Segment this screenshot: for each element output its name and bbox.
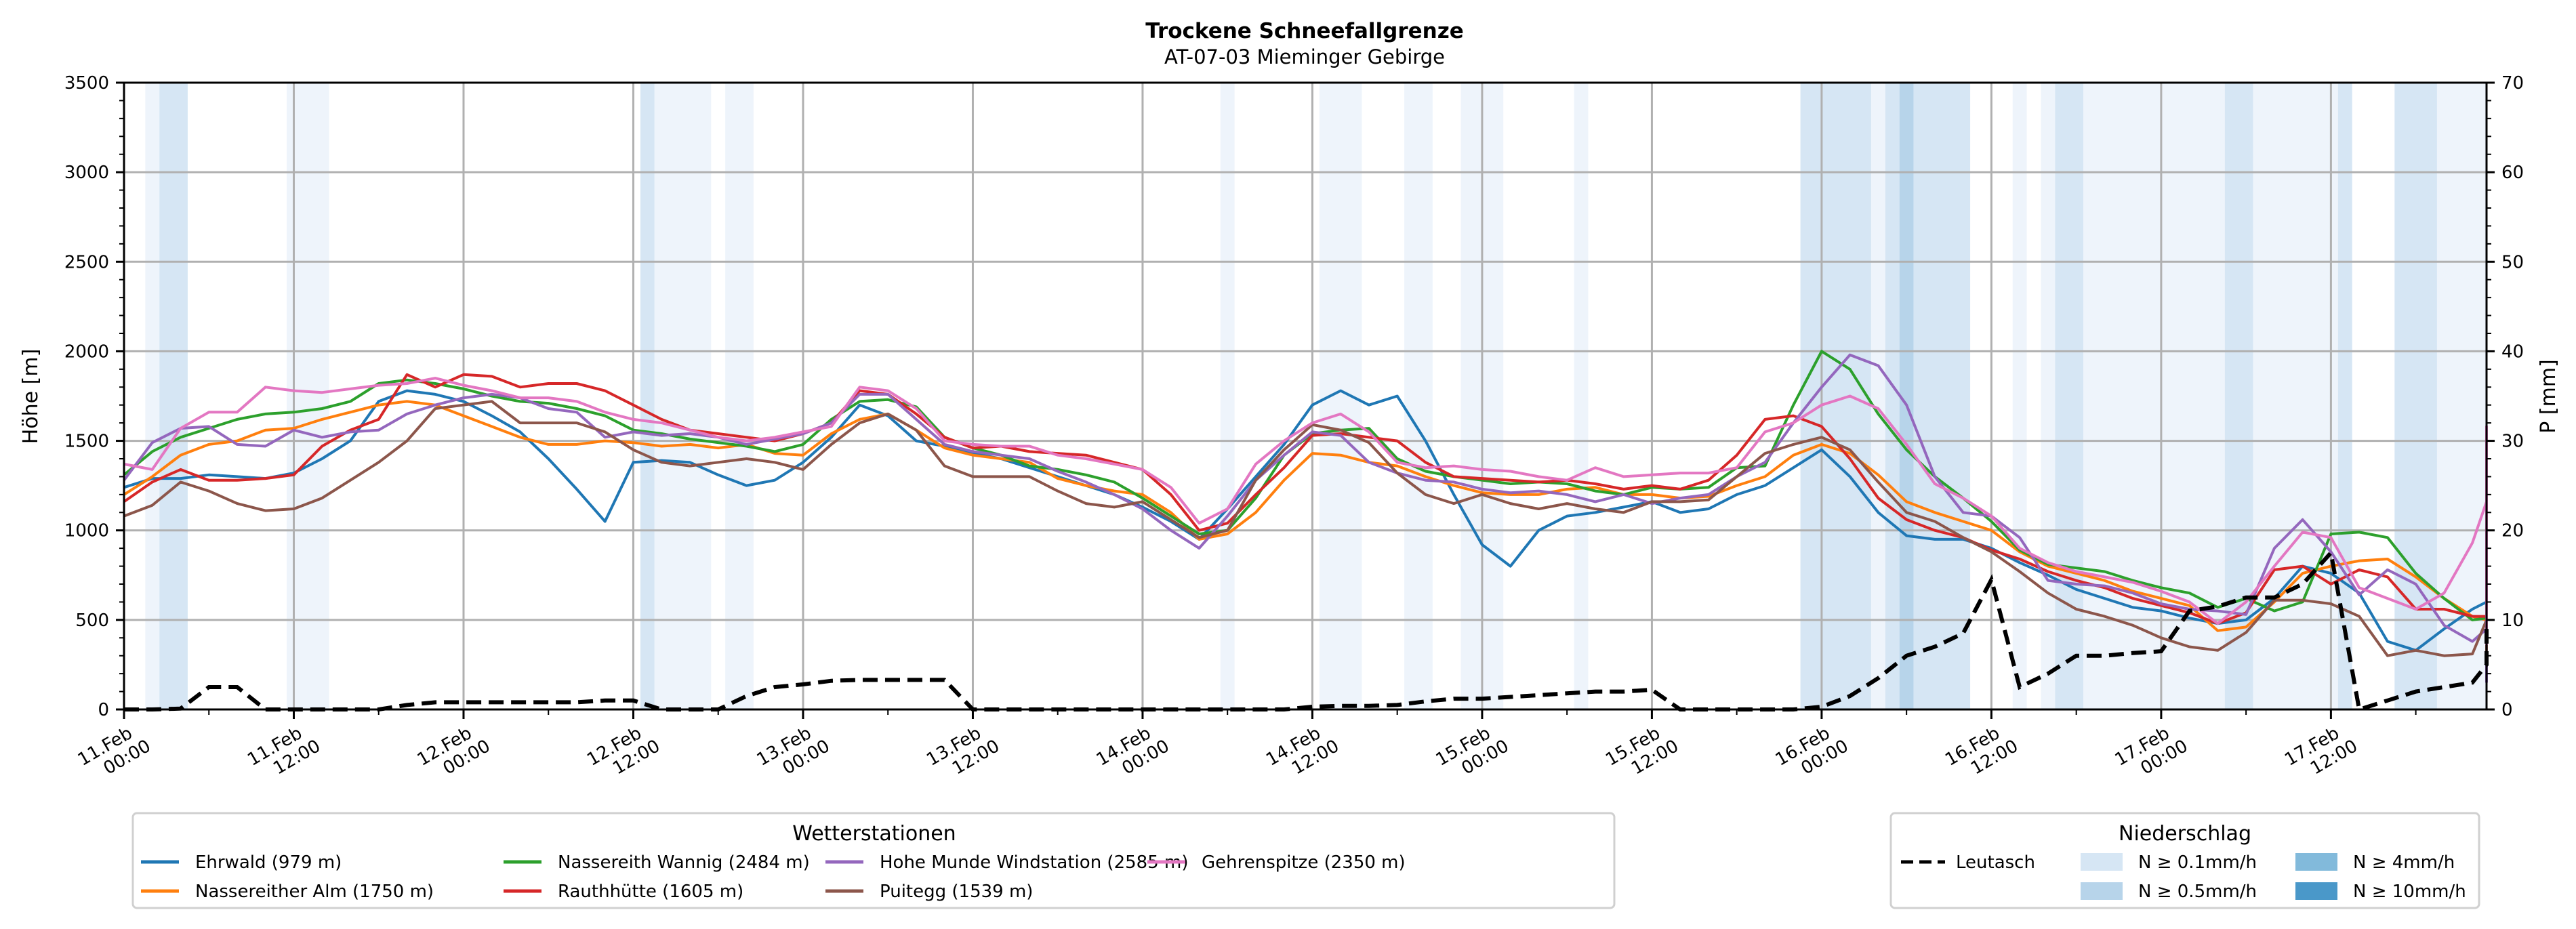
legend-precip-label: N ≥ 0.5mm/h — [2138, 882, 2257, 902]
precip-band — [1885, 83, 1900, 709]
y2-tick-label: 50 — [2501, 252, 2524, 272]
legend-precip-swatch — [2081, 882, 2123, 900]
legend-stations: Wetterstationen Ehrwald (979 m) Nassereit… — [131, 812, 1616, 909]
precip-band — [2394, 83, 2437, 709]
legend-leutasch-label: Leutasch — [1956, 852, 2035, 873]
precip-band — [1220, 83, 1235, 709]
y2-tick-label: 70 — [2501, 73, 2524, 94]
legend-precip-title: Niederschlag — [2119, 822, 2251, 846]
legend-precip-label: N ≥ 4mm/h — [2353, 852, 2455, 873]
legend-label: Rauthhütte (1605 m) — [558, 882, 743, 902]
legend-precip-swatch — [2295, 882, 2337, 900]
y2-tick-label: 20 — [2501, 521, 2524, 541]
legend-label: Gehrenspitze (2350 m) — [1202, 852, 1406, 873]
precip-band — [145, 83, 160, 709]
precip-band — [2041, 83, 2056, 709]
y-tick-label: 3500 — [64, 73, 109, 94]
y2-tick-label: 0 — [2501, 700, 2513, 720]
chart-title: Trockene Schneefallgrenze — [1145, 19, 1464, 43]
y-axis-label: Höhe [m] — [19, 349, 43, 445]
precip-band — [640, 83, 655, 709]
precip-band — [725, 83, 754, 709]
y-tick-label: 500 — [75, 611, 109, 631]
y2-tick-label: 10 — [2501, 611, 2524, 631]
legend-precip-swatch — [2081, 853, 2123, 871]
y-tick-label: 2000 — [64, 342, 109, 362]
legend-precip-label: N ≥ 0.1mm/h — [2138, 852, 2257, 873]
precip-band — [1913, 83, 1971, 709]
legend-stations-title: Wetterstationen — [792, 822, 956, 846]
precip-band — [2083, 83, 2140, 709]
precip-band — [654, 83, 712, 709]
precip-band — [1899, 83, 1914, 709]
legend-precip: Niederschlag Leutasch N ≥ 0.1mm/h N ≥ 0.5… — [1889, 812, 2480, 909]
precip-band — [2012, 83, 2027, 709]
precip-band — [1574, 83, 1589, 709]
y-tick-label: 1500 — [64, 432, 109, 452]
legend-label: Nassereith Wannig (2484 m) — [558, 852, 810, 873]
plot-frame — [123, 81, 2488, 711]
precip-band — [2337, 83, 2352, 709]
precip-band — [1319, 83, 1362, 709]
y2-tick-label: 60 — [2501, 163, 2524, 183]
legend-label: Ehrwald (979 m) — [195, 852, 342, 873]
y2-tick-label: 40 — [2501, 342, 2524, 362]
legend-precip-swatch — [2295, 853, 2337, 871]
y-tick-label: 0 — [98, 700, 109, 720]
legend-label: Nassereither Alm (1750 m) — [195, 882, 434, 902]
legend-precip-label: N ≥ 10mm/h — [2353, 882, 2466, 902]
chart-subtitle: AT-07-03 Mieminger Gebirge — [1164, 45, 1445, 68]
precip-band — [2253, 83, 2338, 709]
legend-label: Puitegg (1539 m) — [880, 882, 1033, 902]
y-tick-label: 3000 — [64, 163, 109, 183]
precip-band — [2055, 83, 2084, 709]
precip-band — [1870, 83, 1885, 709]
y-tick-label: 2500 — [64, 252, 109, 272]
legend-label: Hohe Munde Windstation (2585 m) — [880, 852, 1188, 873]
precip-band — [1404, 83, 1433, 709]
precip-band — [159, 83, 188, 709]
y2-tick-label: 30 — [2501, 432, 2524, 452]
precip-band — [1800, 83, 1871, 709]
y-tick-label: 1000 — [64, 521, 109, 541]
y2-axis-label: P [mm] — [2537, 359, 2560, 433]
